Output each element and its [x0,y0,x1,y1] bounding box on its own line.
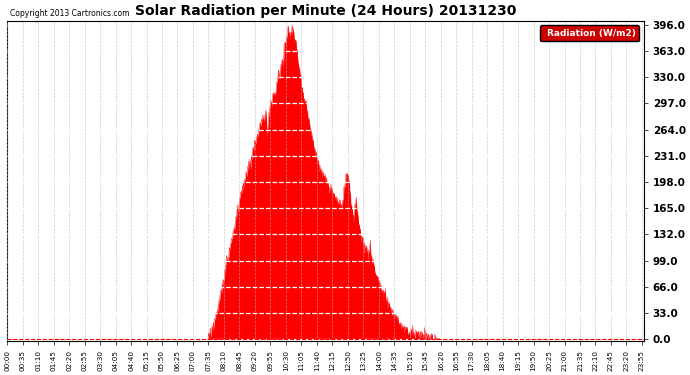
Title: Solar Radiation per Minute (24 Hours) 20131230: Solar Radiation per Minute (24 Hours) 20… [135,4,516,18]
Text: Copyright 2013 Cartronics.com: Copyright 2013 Cartronics.com [10,9,130,18]
Legend: Radiation (W/m2): Radiation (W/m2) [540,25,639,42]
